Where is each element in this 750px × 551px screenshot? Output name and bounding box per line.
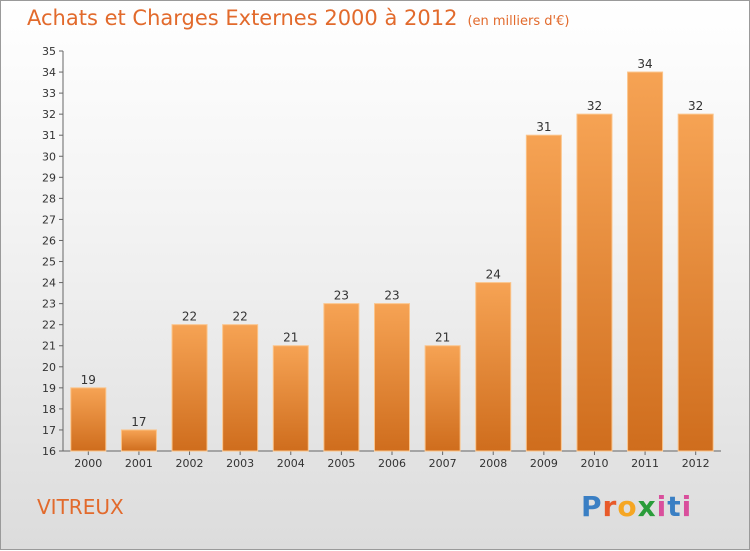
x-tick-label: 2011 xyxy=(631,457,659,470)
x-tick-label: 2005 xyxy=(327,457,355,470)
chart-title: Achats et Charges Externes 2000 à 2012 (e… xyxy=(27,6,569,30)
proxiti-logo: Proxiti xyxy=(581,490,692,523)
logo-letter: x xyxy=(637,490,657,523)
data-label: 21 xyxy=(283,331,298,345)
y-tick-label: 19 xyxy=(42,382,56,395)
y-tick-label: 22 xyxy=(42,319,56,332)
bar xyxy=(374,303,410,452)
y-tick-label: 17 xyxy=(42,424,56,437)
chart-subtitle: (en milliers d'€) xyxy=(467,14,570,29)
bar xyxy=(475,282,512,452)
data-label: 21 xyxy=(435,331,450,345)
y-tick-label: 24 xyxy=(42,277,56,290)
data-label: 22 xyxy=(233,310,248,324)
bar xyxy=(120,429,157,452)
data-label: 32 xyxy=(587,99,602,113)
logo-letter: i xyxy=(681,490,693,523)
logo-letter: r xyxy=(602,490,618,523)
y-tick-label: 26 xyxy=(42,234,56,247)
logo-letter: t xyxy=(667,490,682,523)
data-label: 17 xyxy=(131,415,146,429)
x-tick-label: 2008 xyxy=(479,457,507,470)
bar xyxy=(424,345,461,452)
x-tick-label: 2000 xyxy=(74,457,102,470)
y-tick-label: 31 xyxy=(42,129,56,142)
y-tick-label: 34 xyxy=(42,66,56,79)
bar xyxy=(677,113,714,452)
y-tick-label: 21 xyxy=(42,340,56,353)
bar xyxy=(70,387,107,452)
chart-title-text: Achats et Charges Externes 2000 à 2012 xyxy=(27,6,458,30)
x-tick-label: 2004 xyxy=(277,457,305,470)
bar xyxy=(576,113,613,452)
x-tick-label: 2009 xyxy=(530,457,558,470)
x-tick-label: 2010 xyxy=(580,457,608,470)
data-label: 22 xyxy=(182,310,197,324)
logo-letter: P xyxy=(581,490,603,523)
data-label: 19 xyxy=(81,373,96,387)
x-tick-label: 2003 xyxy=(226,457,254,470)
bar xyxy=(171,324,208,452)
y-tick-label: 16 xyxy=(42,445,56,458)
data-label: 32 xyxy=(688,99,703,113)
data-label: 23 xyxy=(334,289,349,303)
y-tick-label: 35 xyxy=(42,45,56,58)
data-label: 34 xyxy=(637,57,652,71)
y-tick-label: 20 xyxy=(42,361,56,374)
logo-letter: o xyxy=(617,490,638,523)
bar xyxy=(272,345,309,452)
y-tick-label: 27 xyxy=(42,213,56,226)
x-tick-label: 2012 xyxy=(682,457,710,470)
x-tick-label: 2007 xyxy=(429,457,457,470)
y-tick-label: 29 xyxy=(42,171,56,184)
y-tick-label: 32 xyxy=(42,108,56,121)
x-tick-label: 2006 xyxy=(378,457,406,470)
data-label: 23 xyxy=(384,289,399,303)
bar xyxy=(525,134,562,452)
bar xyxy=(222,324,259,452)
x-tick-label: 2002 xyxy=(176,457,204,470)
data-label: 24 xyxy=(486,268,501,282)
commune-name: VITREUX xyxy=(37,495,124,519)
bar xyxy=(323,303,360,452)
y-tick-label: 28 xyxy=(42,192,56,205)
logo-letter: i xyxy=(656,490,668,523)
y-tick-label: 23 xyxy=(42,298,56,311)
x-tick-label: 2001 xyxy=(125,457,153,470)
data-label: 31 xyxy=(536,120,551,134)
y-tick-label: 18 xyxy=(42,403,56,416)
y-tick-label: 30 xyxy=(42,150,56,163)
bar xyxy=(627,71,664,452)
y-tick-label: 25 xyxy=(42,256,56,269)
y-tick-label: 33 xyxy=(42,87,56,100)
